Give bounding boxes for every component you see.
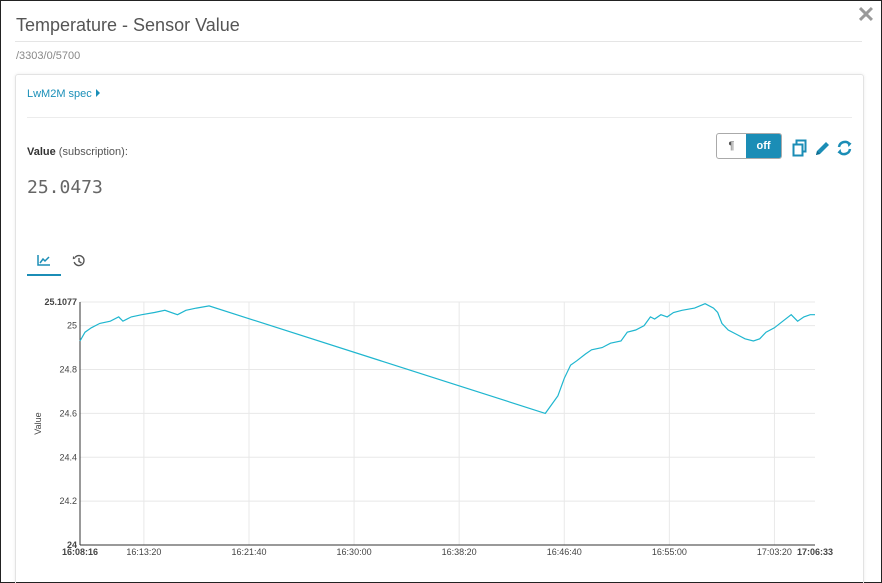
- line-chart-icon: [37, 255, 50, 266]
- value-chart: 24 24.2 24.4 24.6 24.8 25 25.1077 16:08:16 16:13…: [33, 297, 833, 557]
- y-tick-label: 24.8: [59, 365, 77, 375]
- x-tick-label: 16:21:40: [231, 547, 266, 557]
- value-label-suffix: (subscription):: [55, 146, 128, 158]
- x-tick-label: 17:06:33: [797, 547, 833, 557]
- x-tick-label: 16:30:00: [337, 547, 372, 557]
- caret-right-icon: [95, 89, 100, 97]
- value-label-bold: Value: [27, 146, 56, 158]
- format-toggle: ¶ off: [716, 133, 782, 159]
- x-tick-label: 16:55:00: [652, 547, 687, 557]
- series-line: [79, 303, 815, 415]
- current-value: 25.0473: [27, 177, 103, 198]
- x-tick-label: 16:13:20: [126, 547, 161, 557]
- y-tick-label: 25: [67, 321, 77, 331]
- pilcrow-toggle-option[interactable]: ¶: [728, 140, 735, 152]
- resource-panel: [15, 74, 864, 583]
- y-tick-label: 24.6: [59, 408, 77, 418]
- tab-chart[interactable]: [27, 250, 61, 276]
- value-label: Value (subscription):: [27, 146, 128, 158]
- close-icon[interactable]: ✕: [856, 2, 876, 27]
- off-toggle-option[interactable]: off: [746, 134, 781, 158]
- refresh-icon[interactable]: [836, 139, 852, 157]
- history-icon: [72, 254, 85, 267]
- y-tick-label: 24.2: [59, 496, 77, 506]
- y-tick-label: 25.1077: [44, 297, 77, 307]
- edit-icon[interactable]: [814, 139, 830, 157]
- y-tick-label: 24: [67, 540, 77, 550]
- title-divider: [15, 41, 862, 42]
- modal-title: Temperature - Sensor Value: [16, 15, 240, 35]
- y-tick-label: 24.4: [59, 452, 77, 462]
- x-tick-label: 16:08:16: [62, 547, 98, 557]
- x-tick-label: 17:03:20: [757, 547, 792, 557]
- copy-icon[interactable]: [792, 139, 808, 157]
- resource-path: /3303/0/5700: [16, 50, 81, 62]
- spec-label: LwM2M spec: [27, 88, 92, 100]
- lwm2m-spec-toggle[interactable]: LwM2M spec: [27, 88, 100, 100]
- spec-divider: [27, 117, 852, 118]
- y-axis-label: Value: [33, 412, 43, 434]
- tab-history[interactable]: [62, 250, 96, 276]
- x-tick-label: 16:38:20: [442, 547, 477, 557]
- x-tick-label: 16:46:40: [547, 547, 582, 557]
